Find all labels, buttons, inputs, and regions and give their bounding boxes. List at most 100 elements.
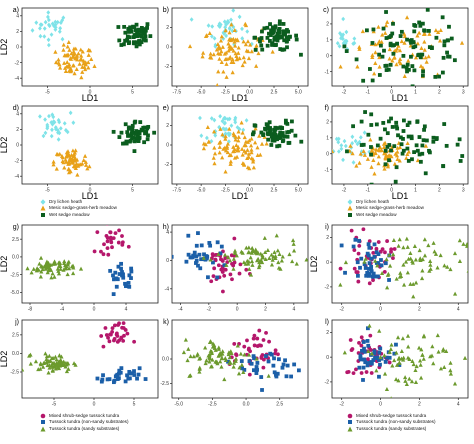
data-point — [249, 150, 254, 155]
data-point — [411, 40, 416, 44]
data-point — [397, 274, 402, 279]
data-point — [365, 270, 370, 275]
data-point — [81, 158, 86, 163]
data-point — [267, 31, 271, 36]
data-point — [109, 240, 114, 245]
panel-label: l) — [325, 319, 329, 326]
data-point — [357, 44, 362, 49]
data-point — [209, 55, 214, 60]
data-point — [284, 374, 289, 379]
data-point — [110, 326, 115, 331]
data-point — [361, 142, 366, 147]
legend-circle-icon — [40, 413, 46, 419]
data-point — [233, 356, 239, 361]
data-point — [130, 126, 135, 131]
data-point — [402, 31, 407, 36]
data-point — [243, 23, 249, 28]
data-point — [63, 53, 69, 58]
data-point — [191, 354, 196, 359]
data-point — [245, 39, 251, 44]
data-point — [342, 138, 347, 144]
data-point — [227, 258, 233, 263]
data-point — [121, 275, 126, 280]
data-point — [381, 141, 387, 146]
data-point — [108, 332, 113, 337]
panel-label: b) — [163, 7, 169, 14]
data-point — [217, 140, 222, 145]
data-point — [411, 281, 416, 286]
data-point — [89, 57, 94, 62]
data-point — [254, 371, 259, 375]
data-point — [255, 336, 260, 341]
data-point — [408, 281, 413, 286]
data-point — [102, 242, 106, 247]
data-point — [71, 46, 77, 51]
data-point — [224, 74, 229, 79]
data-point — [130, 123, 135, 128]
data-point — [233, 137, 238, 142]
data-point — [390, 31, 395, 36]
data-point — [67, 47, 72, 52]
data-point — [220, 155, 225, 160]
data-point — [397, 56, 403, 61]
data-point — [386, 67, 391, 72]
data-point — [73, 157, 78, 162]
x-tick-label: -7.5 — [173, 188, 182, 194]
data-point — [232, 342, 237, 346]
x-tick-label: -5 — [52, 402, 57, 408]
data-point — [286, 141, 291, 145]
data-point — [237, 14, 242, 20]
data-point — [57, 263, 62, 268]
data-point — [239, 120, 244, 125]
x-tick-label: 2 — [418, 402, 421, 408]
data-point — [41, 364, 46, 369]
data-point — [132, 131, 136, 135]
data-point — [250, 245, 255, 250]
data-point — [275, 248, 280, 253]
data-point — [365, 363, 370, 368]
y-tick-label: 2 — [16, 29, 19, 35]
data-point — [399, 348, 404, 353]
data-point — [405, 244, 410, 249]
x-tick-label: -2.5 — [221, 90, 230, 96]
data-point — [278, 125, 283, 130]
data-point — [217, 46, 222, 51]
data-point — [407, 356, 412, 361]
data-point — [247, 372, 252, 377]
data-point — [293, 133, 298, 138]
data-point — [280, 365, 285, 370]
data-point — [259, 375, 264, 379]
data-point — [230, 70, 235, 75]
data-point — [366, 361, 370, 365]
data-point — [382, 48, 386, 53]
data-point — [194, 261, 198, 265]
data-point — [401, 357, 406, 362]
legend-label: Mesic sedge-grass-herb meadow — [356, 205, 424, 211]
x-tick-label: -5.0 — [197, 188, 206, 194]
data-point — [99, 379, 104, 384]
data-point — [83, 62, 89, 67]
data-point — [372, 71, 377, 76]
data-point — [405, 123, 410, 127]
data-point — [56, 362, 61, 367]
data-point — [370, 78, 375, 83]
data-point — [457, 258, 463, 263]
data-point — [231, 131, 236, 136]
data-point — [86, 60, 91, 65]
data-point — [371, 250, 376, 255]
data-point — [222, 252, 228, 257]
data-point — [273, 255, 278, 260]
data-point — [237, 56, 242, 61]
data-point — [62, 165, 67, 170]
data-point — [373, 60, 378, 65]
data-point — [379, 271, 385, 276]
x-tick-label: 5 — [131, 90, 134, 96]
x-tick-label: -2 — [342, 90, 347, 96]
data-point — [132, 339, 137, 344]
data-point — [188, 373, 193, 378]
panel-i: i) -2 0 2 4 -2 0 2 LD2 — [309, 224, 469, 313]
x-tick-label: 2 — [438, 188, 441, 194]
panel-label: f) — [325, 105, 329, 112]
data-point — [277, 22, 282, 26]
data-point — [455, 142, 460, 147]
